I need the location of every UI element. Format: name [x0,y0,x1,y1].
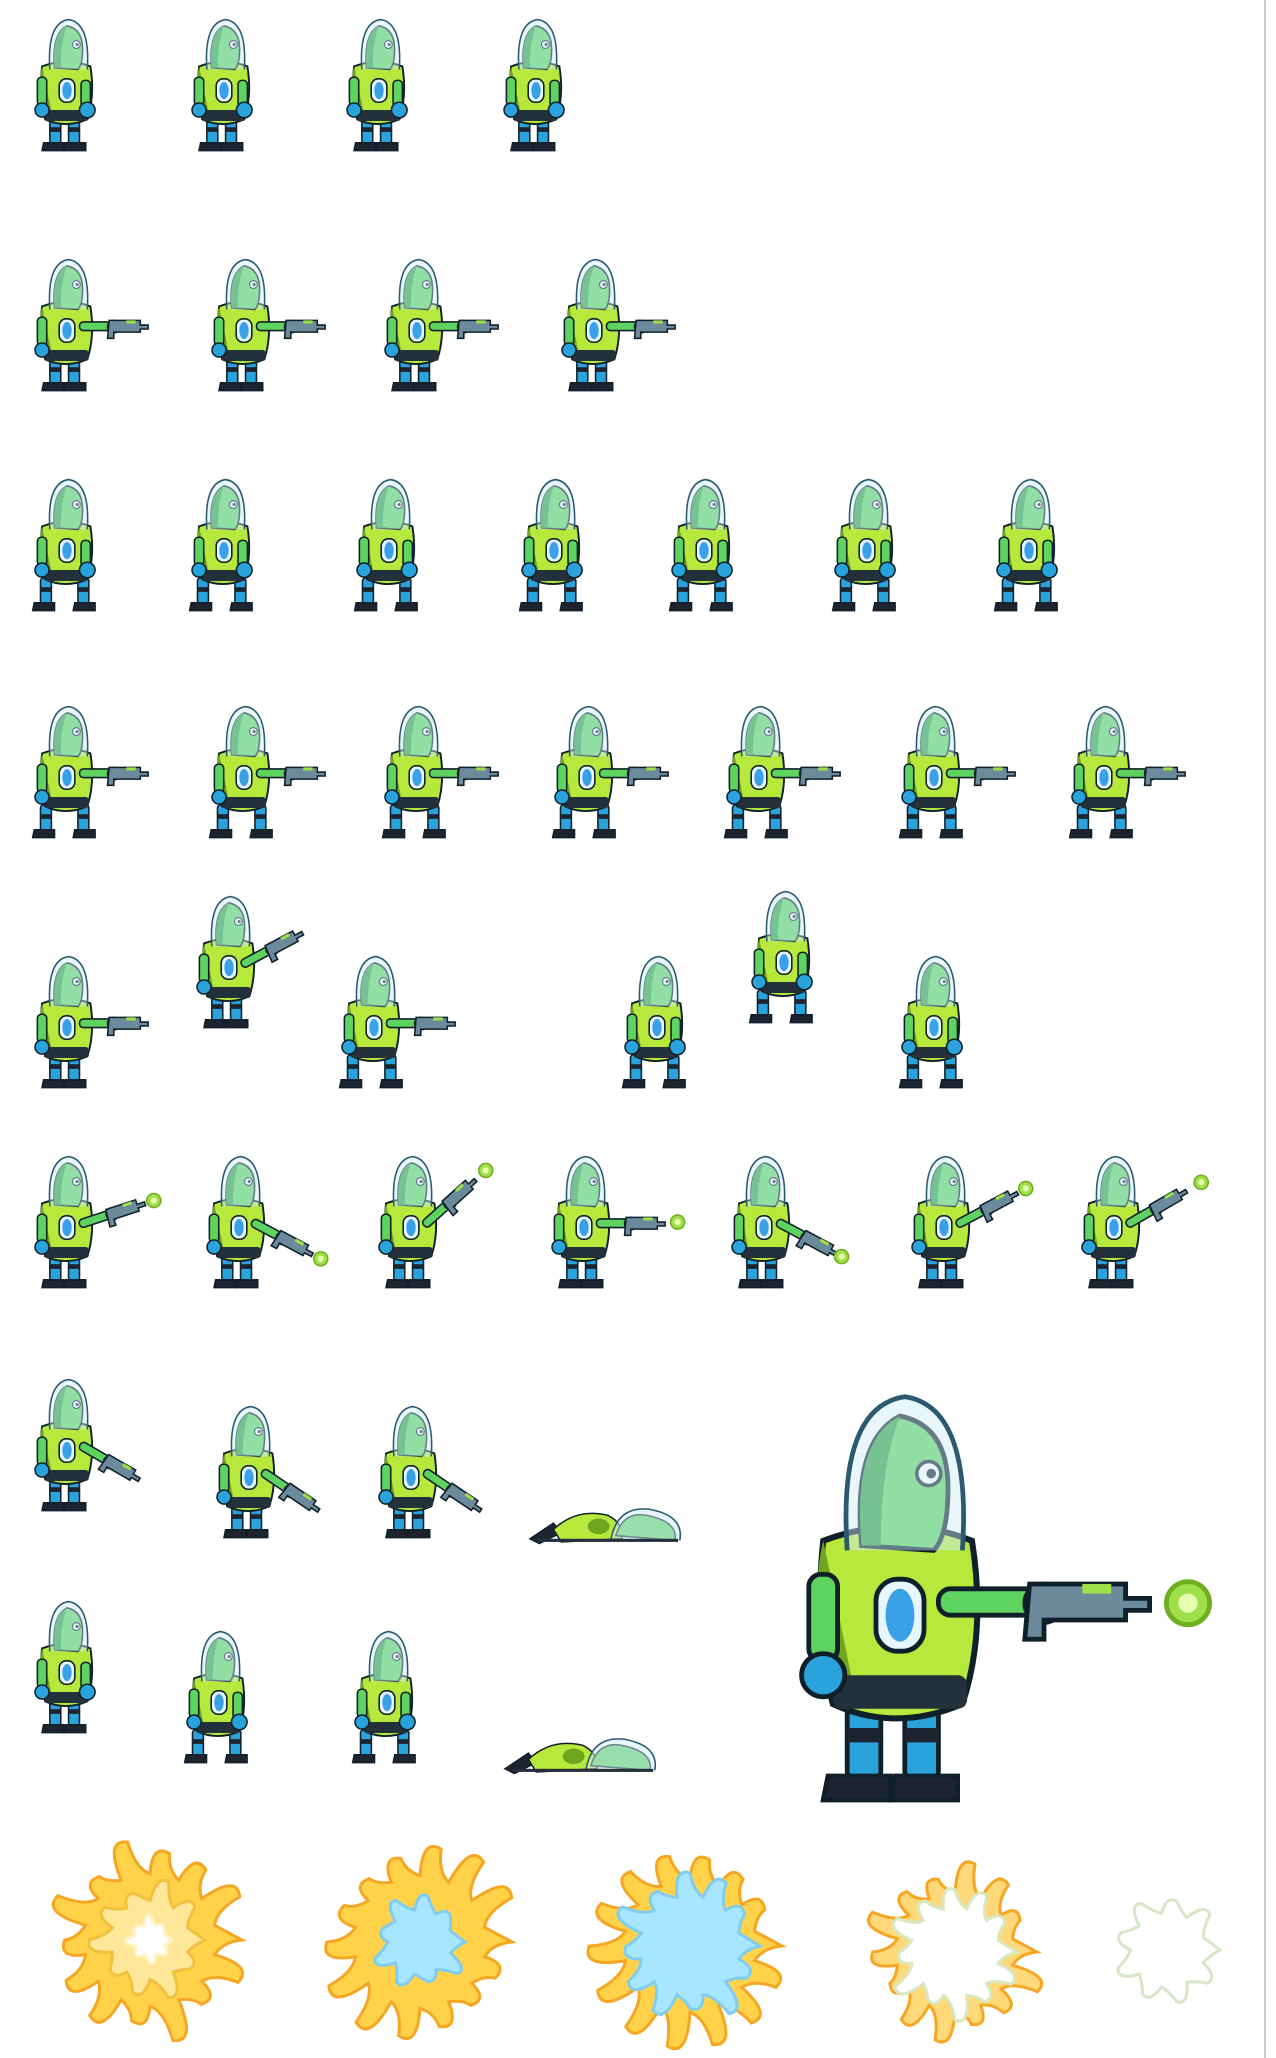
walk-aim-frame [551,705,669,839]
idle-frame [34,18,96,152]
idle-aim-frame [34,258,149,392]
walk-frame [31,478,96,612]
shoot-frame [34,1155,162,1289]
alien-fallen-sprite [503,1738,657,1775]
walk-frame [353,478,418,612]
walk-aim-frame [723,705,841,839]
shoot-frame [551,1155,686,1289]
walk-aim-frame [381,705,499,839]
jump-frame [196,895,305,1029]
jump-frame [621,955,686,1089]
idle-frame [503,18,565,152]
death-aim-frame [216,1405,321,1539]
idle-frame [346,18,408,152]
shoot-frame [1081,1155,1210,1289]
idle-frame [191,18,253,152]
explosion-sprite [586,1855,788,2051]
jump-frame [338,955,456,1089]
walk-frame [188,478,253,612]
explosion-sprite [51,1840,248,2042]
walk-frame [518,478,583,612]
walk-aim-frame [31,705,149,839]
alien-fallen-sprite [528,1508,682,1545]
explosion-sprite [1116,1898,1223,2004]
shoot-frame [378,1155,494,1289]
walk-frame [831,478,896,612]
shoot-frame [731,1155,850,1289]
sheet-right-border [1264,0,1266,2058]
explosion-sprite [866,1860,1044,2044]
death-frame [351,1630,416,1764]
jump-frame [748,890,813,1024]
death-frame [183,1630,248,1764]
death-aim-frame [34,1378,142,1512]
walk-frame [993,478,1058,612]
walk-aim-frame [208,705,326,839]
idle-aim-frame [211,258,326,392]
idle-aim-frame [561,258,676,392]
shoot-frame [206,1155,329,1289]
walk-frame [668,478,733,612]
walk-aim-frame [1068,705,1186,839]
jump-frame [898,955,963,1089]
shoot-frame [911,1155,1034,1289]
death-aim-frame [378,1405,483,1539]
jump-frame [34,955,149,1089]
death-frame [34,1600,96,1734]
walk-aim-frame [898,705,1016,839]
hero-preview-sprite [799,1394,1213,1803]
idle-aim-frame [384,258,499,392]
explosion-sprite [324,1844,518,2041]
